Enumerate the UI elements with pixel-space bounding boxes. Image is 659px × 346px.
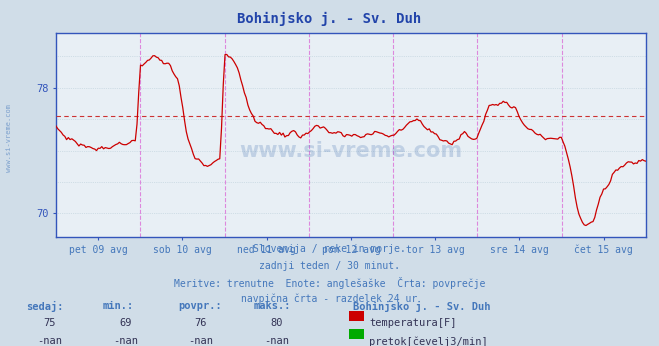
Text: -nan: -nan (264, 336, 289, 346)
Text: zadnji teden / 30 minut.: zadnji teden / 30 minut. (259, 261, 400, 271)
Text: Meritve: trenutne  Enote: anglešaške  Črta: povprečje: Meritve: trenutne Enote: anglešaške Črta… (174, 277, 485, 289)
Text: -nan: -nan (113, 336, 138, 346)
Text: temperatura[F]: temperatura[F] (369, 318, 457, 328)
Text: 76: 76 (195, 318, 207, 328)
Text: 80: 80 (271, 318, 283, 328)
Text: www.si-vreme.com: www.si-vreme.com (239, 141, 463, 161)
Text: povpr.:: povpr.: (178, 301, 221, 311)
Text: maks.:: maks.: (254, 301, 291, 311)
Text: sedaj:: sedaj: (26, 301, 64, 312)
Text: -nan: -nan (188, 336, 214, 346)
Text: Bohinjsko j. - Sv. Duh: Bohinjsko j. - Sv. Duh (353, 301, 490, 312)
Text: 69: 69 (119, 318, 131, 328)
Text: www.si-vreme.com: www.si-vreme.com (5, 104, 12, 172)
Text: navpična črta - razdelek 24 ur: navpična črta - razdelek 24 ur (241, 294, 418, 304)
Text: 75: 75 (43, 318, 55, 328)
Text: Bohinjsko j. - Sv. Duh: Bohinjsko j. - Sv. Duh (237, 12, 422, 26)
Text: Slovenija / reke in morje.: Slovenija / reke in morje. (253, 244, 406, 254)
Text: pretok[čevelj3/min]: pretok[čevelj3/min] (369, 336, 488, 346)
Text: -nan: -nan (37, 336, 62, 346)
Text: min.:: min.: (102, 301, 133, 311)
